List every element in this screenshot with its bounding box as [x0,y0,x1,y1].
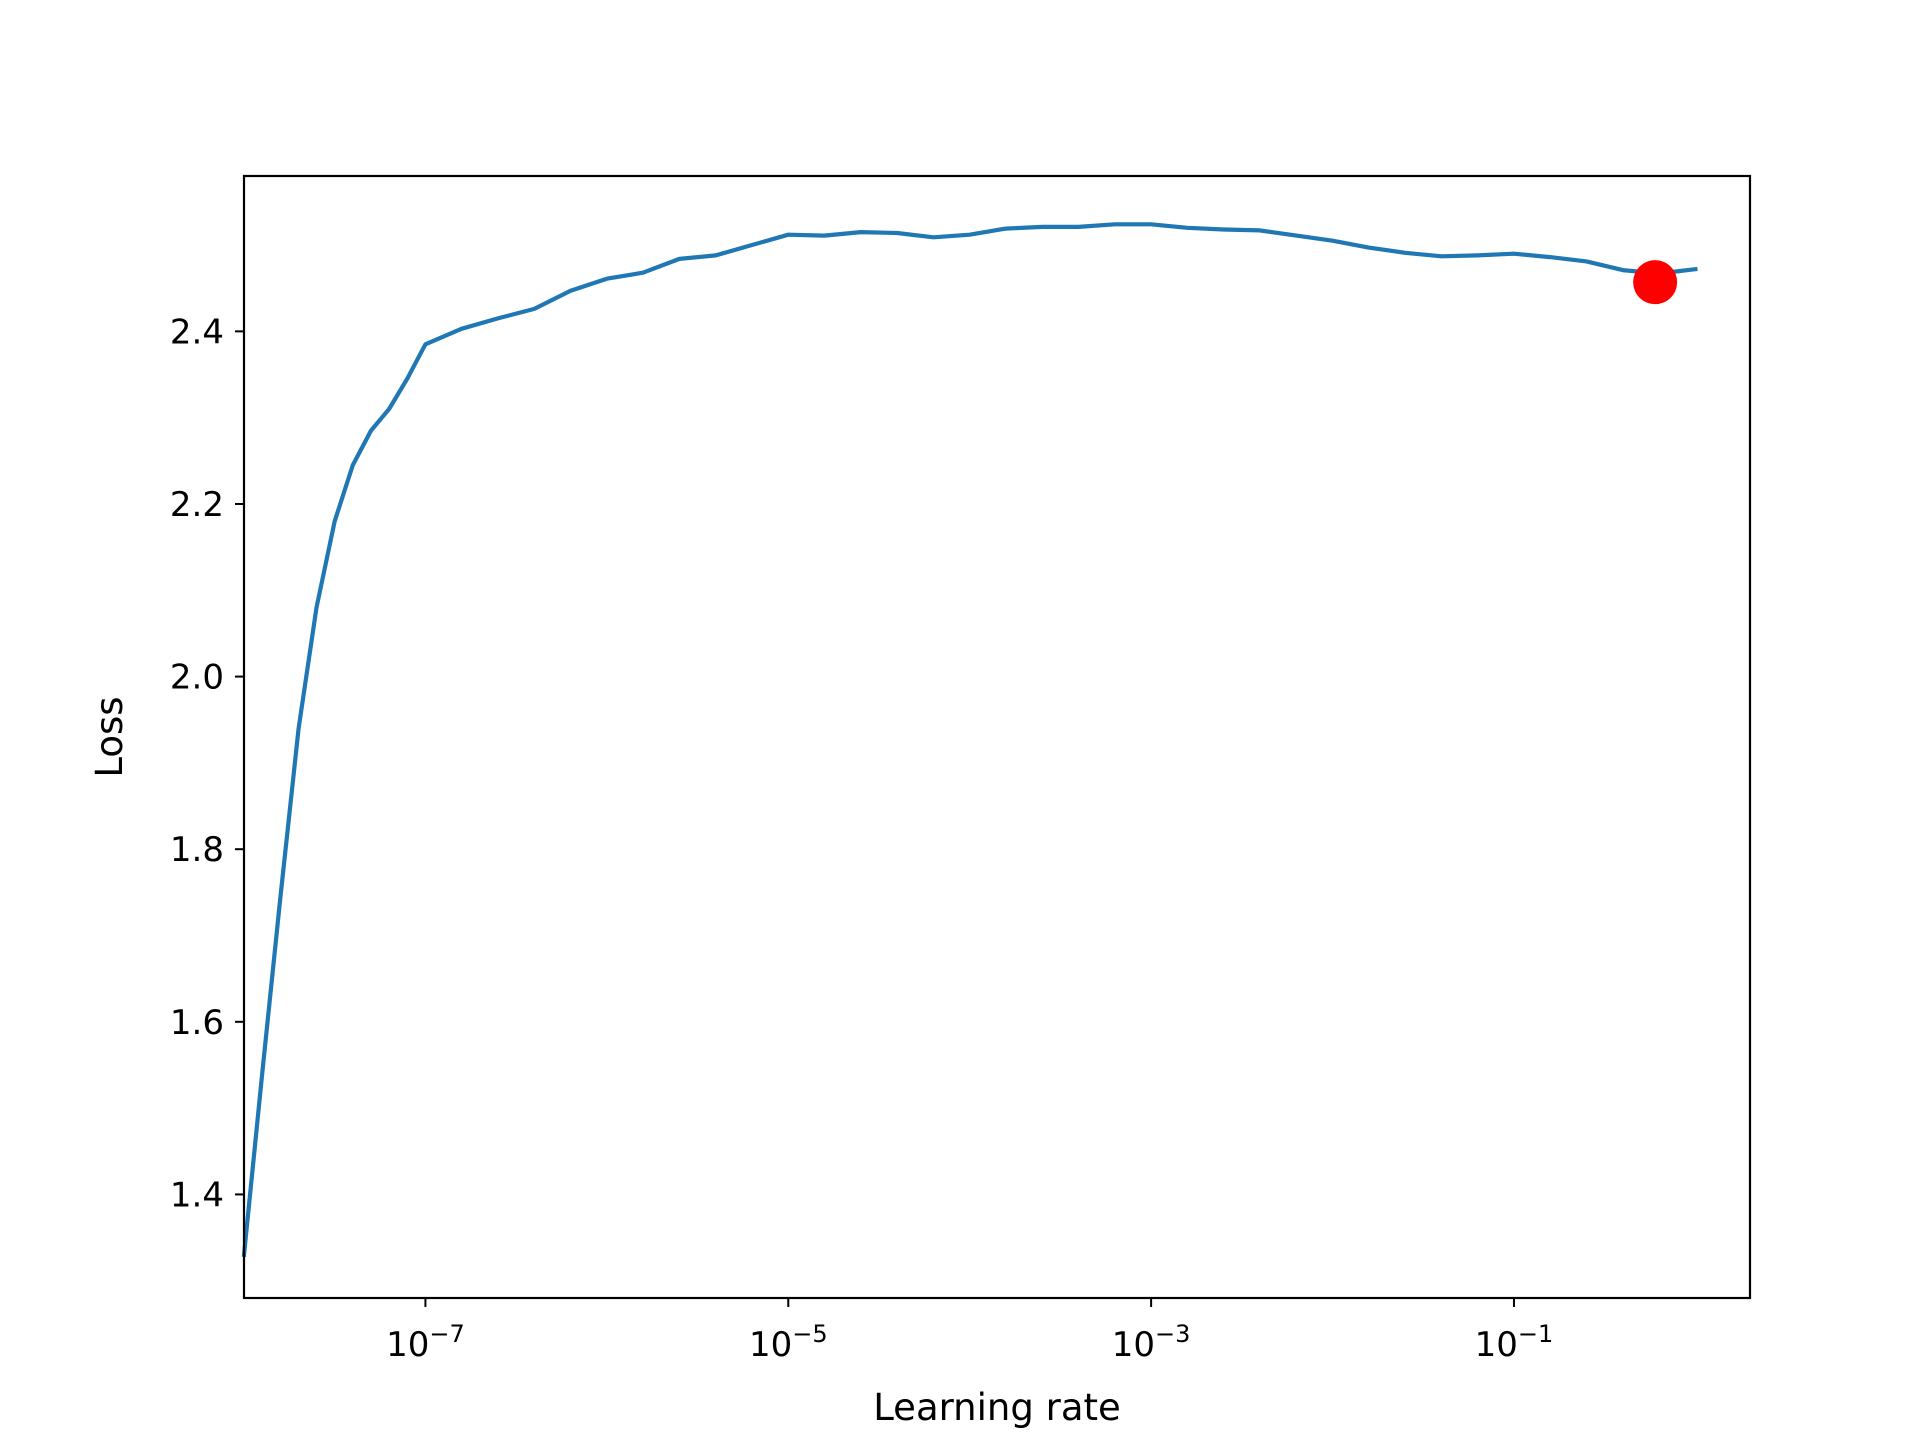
y-tick-label: 2.4 [170,312,224,352]
y-axis-ticks: 1.4 1.6 1.8 2.0 2.2 2.4 [170,312,244,1215]
x-axis-ticks: 10−7 10−5 10−3 10−1 [386,1298,1553,1365]
x-tick-label: 10−5 [749,1320,828,1365]
x-tick-label: 10−1 [1475,1320,1554,1365]
suggested-lr-marker [1633,260,1678,305]
y-tick-label: 2.2 [170,485,224,525]
x-tick-label: 10−3 [1112,1320,1191,1365]
y-tick-label: 2.0 [170,658,224,698]
y-tick-label: 1.8 [170,830,224,870]
series-line-0 [241,222,1698,1258]
plot-area-frame [242,174,1752,1300]
y-tick-label: 1.4 [170,1175,224,1215]
data-layer [241,222,1698,1258]
x-axis-label: Learning rate [873,1386,1121,1429]
y-tick-label: 1.6 [170,1003,224,1043]
y-axis-label: Loss [88,696,131,777]
x-tick-label: 10−7 [386,1320,465,1365]
